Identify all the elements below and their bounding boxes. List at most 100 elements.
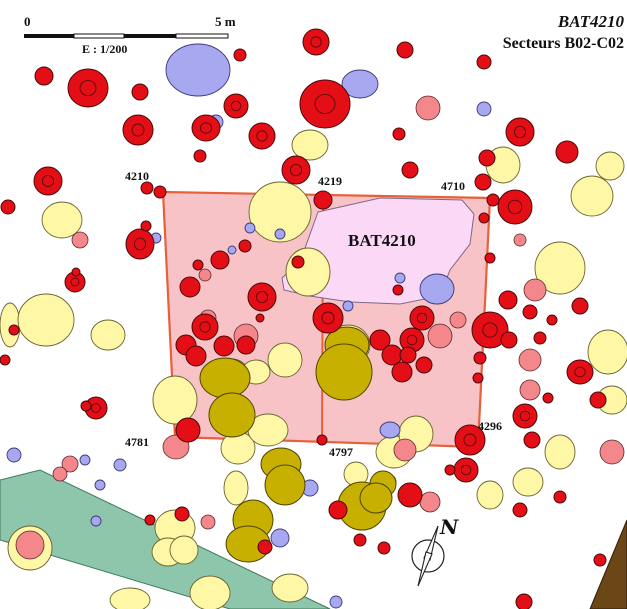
pink-pit: [198, 268, 212, 282]
post-hole: [191, 114, 221, 142]
yellow-pit: [587, 329, 627, 375]
post-hole: [555, 140, 579, 164]
yellow-pit: [476, 480, 504, 510]
pink-pit: [15, 530, 45, 560]
pink-pit: [599, 439, 625, 465]
post-hole: [523, 431, 541, 449]
north-arrow-circle: [411, 539, 445, 573]
post-hole: [71, 267, 81, 277]
blue-pit: [342, 300, 354, 312]
post-hole: [223, 93, 249, 119]
yellow-pit: [291, 129, 329, 161]
pink-pit: [427, 323, 453, 349]
post-hole: [392, 127, 406, 141]
post-hole: [291, 255, 305, 269]
pink-pit: [52, 466, 68, 482]
scale-bar-black-segment-2: [124, 34, 176, 38]
post-hole-inner-ring: [289, 163, 303, 177]
post-hole: [512, 502, 528, 518]
post-hole: [497, 189, 533, 225]
yellow-pit: [90, 319, 126, 351]
yellow-pit: [223, 470, 249, 506]
post-hole-inner-ring: [321, 311, 335, 325]
post-hole: [533, 331, 547, 345]
post-hole: [396, 41, 414, 59]
post-hole: [328, 500, 348, 520]
north-arrow-needle-tail: [417, 551, 433, 587]
olive-pit: [199, 357, 251, 399]
post-hole-inner-ring: [79, 79, 97, 97]
post-hole-inner-ring: [199, 321, 211, 333]
yellow-pit: [189, 575, 231, 609]
corner-label-se: 4296: [478, 419, 502, 433]
post-hole: [122, 114, 154, 146]
post-hole-inner-ring: [41, 174, 55, 188]
post-hole: [369, 329, 391, 351]
blue-pit: [394, 272, 406, 284]
pink-pit: [71, 231, 89, 249]
blue-pit: [79, 454, 91, 466]
post-hole: [409, 305, 435, 331]
post-hole-inner-ring: [507, 199, 523, 215]
post-hole: [247, 282, 277, 312]
post-hole: [191, 313, 219, 341]
post-hole: [589, 391, 607, 409]
post-hole: [486, 193, 500, 207]
post-hole: [33, 166, 63, 196]
post-hole-inner-ring: [255, 290, 269, 304]
post-hole: [248, 122, 276, 150]
post-hole: [80, 400, 92, 412]
post-hole: [8, 324, 20, 336]
post-hole: [500, 331, 518, 349]
building-label: BAT4210: [348, 231, 416, 250]
post-hole: [471, 311, 509, 349]
corner-label-n: 4219: [318, 174, 342, 188]
scale-bar: 0 5 m E : 1/200: [24, 14, 236, 56]
olive-pit: [315, 343, 373, 401]
post-hole: [505, 117, 535, 147]
brown-ditch-band: [589, 519, 627, 609]
pink-pit: [61, 455, 79, 473]
post-hole: [313, 190, 333, 210]
blue-pit: [419, 273, 455, 305]
post-hole-inner-ring: [574, 366, 586, 378]
post-hole: [472, 372, 484, 384]
post-hole: [174, 506, 190, 522]
pink-pit: [523, 278, 547, 302]
post-hole: [546, 314, 558, 326]
post-hole-inner-ring: [133, 237, 147, 251]
scale-ratio-label: E : 1/200: [82, 42, 127, 56]
pink-pit: [519, 379, 541, 401]
blue-pit: [113, 458, 127, 472]
yellow-pit: [152, 375, 198, 425]
post-hole: [484, 252, 496, 264]
post-hole: [473, 351, 487, 365]
post-hole-inner-ring: [519, 410, 531, 422]
corner-label-s: 4797: [329, 445, 353, 459]
yellow-pit: [512, 467, 544, 497]
post-hole: [401, 161, 419, 179]
post-hole: [0, 354, 11, 366]
post-hole: [399, 346, 417, 364]
post-hole: [125, 228, 155, 260]
yellow-pit: [17, 293, 75, 347]
blue-pit: [379, 421, 401, 439]
post-hole-inner-ring: [406, 334, 418, 346]
post-hole: [175, 417, 201, 443]
olive-pit: [208, 392, 256, 438]
yellow-pit: [169, 535, 199, 565]
corner-label-nw: 4210: [125, 169, 149, 183]
post-hole: [131, 83, 149, 101]
yellow-pit: [0, 302, 21, 348]
blue-pit: [270, 528, 290, 548]
post-hole: [474, 173, 492, 191]
pink-pit: [419, 491, 441, 513]
olive-pit: [359, 482, 393, 514]
post-hole: [453, 457, 479, 483]
map-title: BAT4210: [557, 12, 625, 31]
post-hole: [392, 284, 404, 296]
pink-pit: [518, 348, 542, 372]
post-hole: [281, 155, 311, 185]
yellow-pit: [595, 151, 625, 181]
scale-bar-black-segment-1: [24, 34, 74, 38]
